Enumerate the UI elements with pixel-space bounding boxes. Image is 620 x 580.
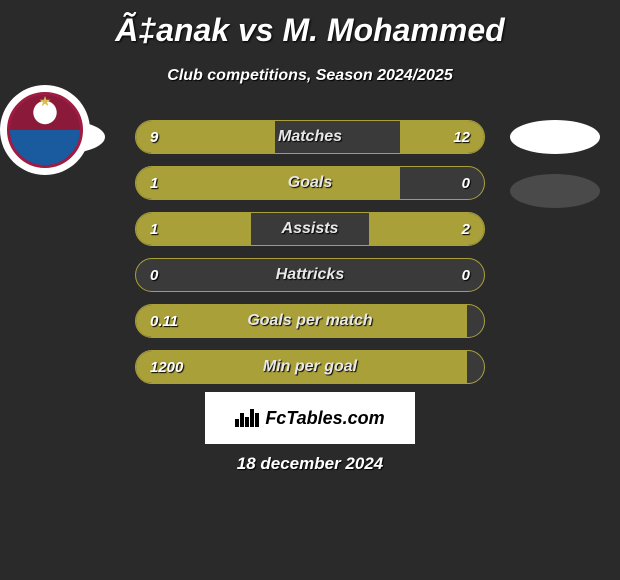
comparison-card: Ã‡anak vs M. Mohammed Club competitions,… <box>0 0 620 580</box>
brand-badge[interactable]: FcTables.com <box>205 392 415 444</box>
stat-row-goals-per-match: 0.11 Goals per match <box>135 304 485 338</box>
stat-value-right: 0 <box>462 259 470 291</box>
bar-chart-icon <box>235 409 259 427</box>
page-title: Ã‡anak vs M. Mohammed <box>0 0 620 49</box>
stat-label: Goals <box>136 167 484 199</box>
player-right-club-badge <box>510 174 600 208</box>
stat-row-matches: 9 Matches 12 <box>135 120 485 154</box>
player-right-avatar <box>510 120 600 154</box>
stat-value-right: 0 <box>462 167 470 199</box>
player-left-club-badge <box>0 85 90 175</box>
stat-label: Hattricks <box>136 259 484 291</box>
stat-row-hattricks: 0 Hattricks 0 <box>135 258 485 292</box>
stats-panel: 9 Matches 12 1 Goals 0 1 Assists 2 0 Hat… <box>135 120 485 396</box>
trabzonspor-icon <box>7 92 83 168</box>
stat-value-right: 12 <box>453 121 470 153</box>
date-text: 18 december 2024 <box>0 454 620 474</box>
stat-row-goals: 1 Goals 0 <box>135 166 485 200</box>
stat-row-min-per-goal: 1200 Min per goal <box>135 350 485 384</box>
stat-label: Assists <box>136 213 484 245</box>
subtitle: Club competitions, Season 2024/2025 <box>0 67 620 85</box>
stat-value-right: 2 <box>462 213 470 245</box>
stat-row-assists: 1 Assists 2 <box>135 212 485 246</box>
stat-label: Min per goal <box>136 351 484 383</box>
brand-text: FcTables.com <box>265 408 384 429</box>
stat-label: Matches <box>136 121 484 153</box>
stat-label: Goals per match <box>136 305 484 337</box>
